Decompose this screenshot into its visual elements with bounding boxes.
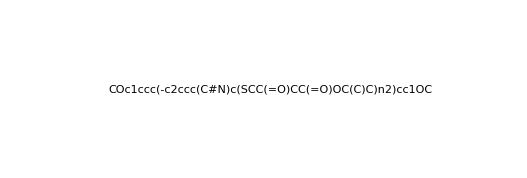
Text: COc1ccc(-c2ccc(C#N)c(SCC(=O)CC(=O)OC(C)C)n2)cc1OC: COc1ccc(-c2ccc(C#N)c(SCC(=O)CC(=O)OC(C)C…	[108, 85, 432, 95]
